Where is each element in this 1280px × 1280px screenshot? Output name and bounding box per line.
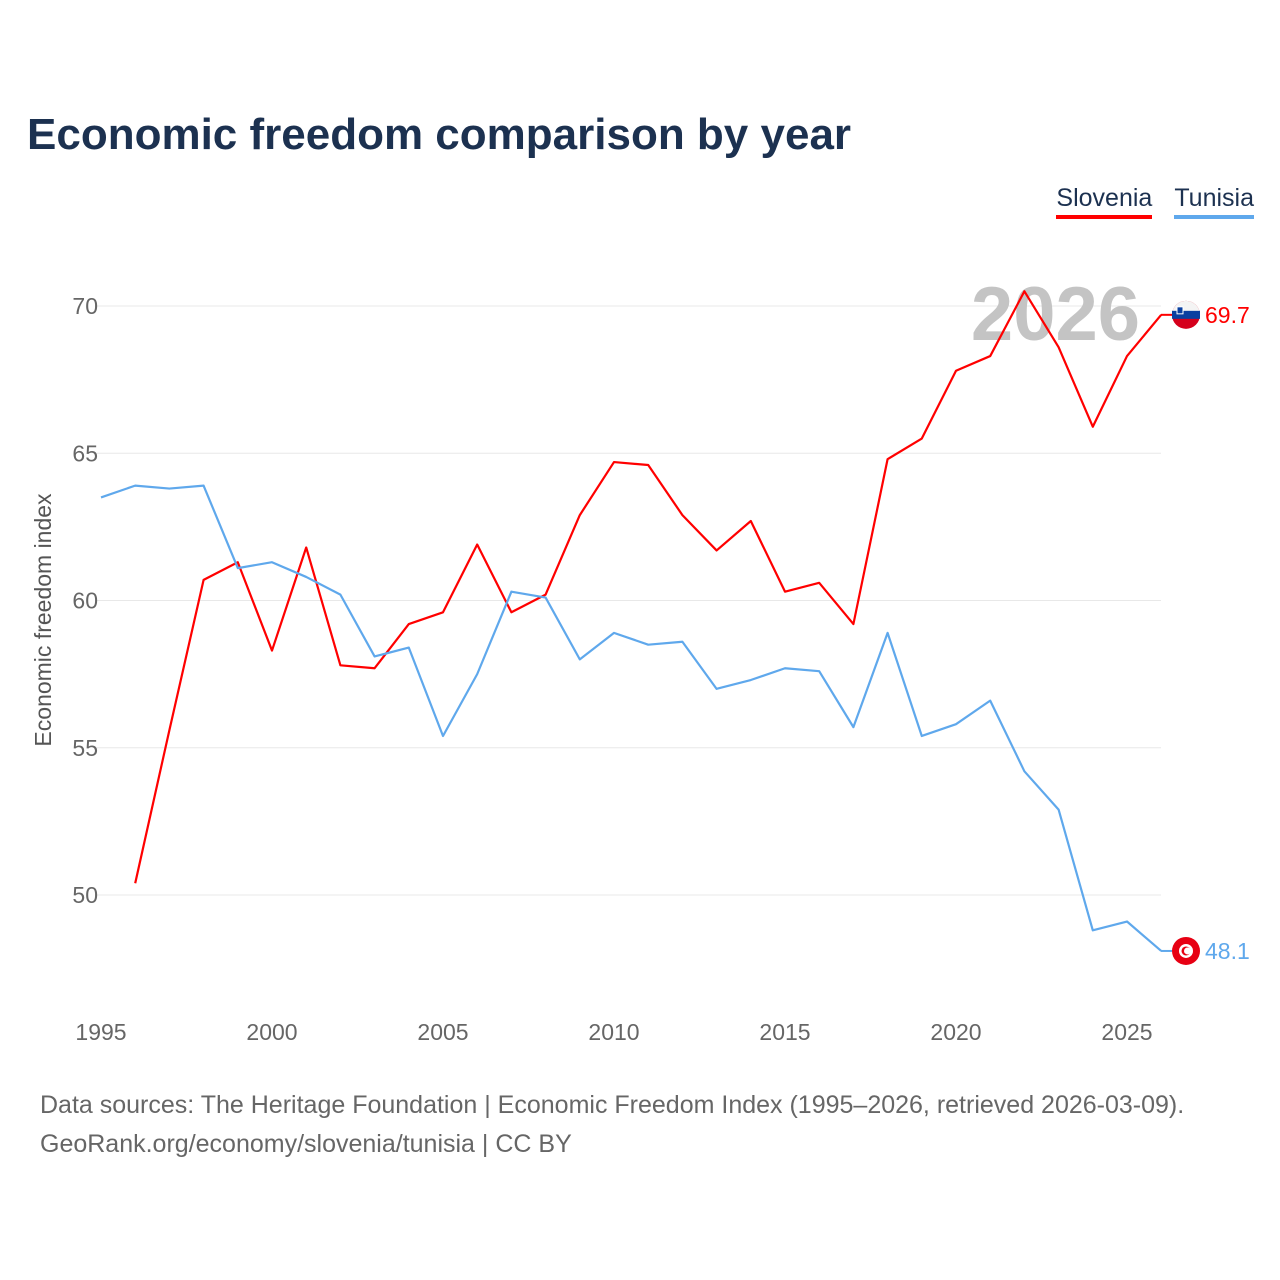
x-tick-label: 2000 bbox=[246, 1019, 297, 1045]
series-line-tunisia bbox=[100, 484, 1162, 952]
flag-part bbox=[1184, 947, 1191, 955]
x-tick-label: 2005 bbox=[417, 1019, 468, 1045]
end-value-label: 48.1 bbox=[1205, 938, 1250, 964]
series-line-slovenia bbox=[134, 290, 1163, 884]
tunisia-flag-icon bbox=[1172, 936, 1200, 965]
y-tick-label: 70 bbox=[72, 293, 98, 319]
flag-part bbox=[1176, 306, 1184, 315]
legend: Slovenia Tunisia bbox=[1056, 184, 1254, 219]
x-tick-label: 2020 bbox=[930, 1019, 981, 1045]
x-tick-label: 2015 bbox=[759, 1019, 810, 1045]
legend-slovenia[interactable]: Slovenia bbox=[1056, 184, 1153, 219]
footer: Data sources: The Heritage Foundation | … bbox=[40, 1086, 1184, 1164]
x-tick-label: 2010 bbox=[588, 1019, 639, 1045]
footer-sources: Data sources: The Heritage Foundation | … bbox=[40, 1091, 1185, 1119]
flag-part bbox=[1172, 310, 1200, 319]
chart-title: Economic freedom comparison by year bbox=[27, 110, 852, 159]
y-tick-label: 65 bbox=[72, 440, 98, 466]
y-tick-label: 55 bbox=[72, 735, 98, 761]
y-tick-label: 60 bbox=[72, 588, 98, 614]
y-tick-label: 50 bbox=[72, 882, 98, 908]
legend-tunisia[interactable]: Tunisia bbox=[1174, 184, 1254, 219]
footer-link[interactable]: GeoRank.org/economy/slovenia/tunisia | C… bbox=[40, 1130, 572, 1158]
x-tick-label: 1995 bbox=[75, 1019, 126, 1045]
slovenia-flag-icon bbox=[1172, 300, 1200, 329]
y-axis-label: Economic freedom index bbox=[30, 493, 56, 747]
end-value-label: 69.7 bbox=[1205, 302, 1250, 328]
x-tick-label: 2025 bbox=[1101, 1019, 1152, 1045]
